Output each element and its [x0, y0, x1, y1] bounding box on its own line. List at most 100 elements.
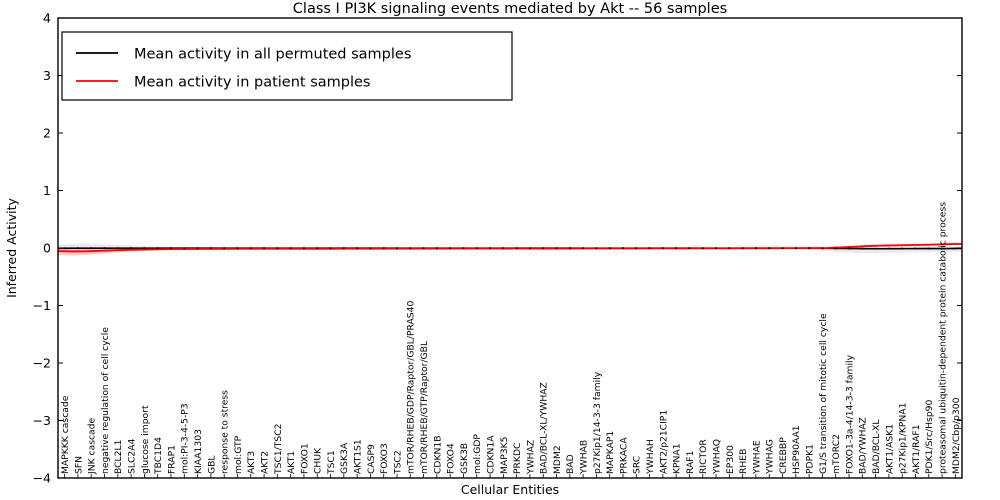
- data-point-marker: [435, 247, 438, 250]
- x-tick-label: AKT2: [259, 451, 270, 474]
- x-tick-label: SRC: [632, 456, 643, 474]
- x-tick-label: CDKN1A: [485, 435, 496, 474]
- x-tick-label: YWHAQ: [711, 439, 722, 475]
- x-tick-label: CASP9: [366, 444, 377, 474]
- y-axis: −4 −3 −2 −1 0 1 2 3 4 Inferred Activity: [4, 11, 962, 486]
- data-point-marker: [276, 247, 279, 250]
- data-lines: [57, 242, 963, 253]
- data-point-marker: [595, 247, 598, 250]
- y-tick-label: −1: [33, 298, 51, 313]
- x-tick-label: FOXO4: [446, 443, 457, 474]
- data-point-marker: [515, 247, 518, 250]
- data-point-marker: [143, 247, 146, 250]
- data-point-marker: [356, 247, 359, 250]
- x-tick-label: TSC2: [392, 450, 403, 475]
- data-point-marker: [156, 247, 159, 250]
- y-tick-label: 0: [43, 241, 51, 256]
- data-point-marker: [701, 247, 704, 250]
- x-tick-label: AKT2/p21CIP1: [658, 410, 669, 474]
- data-point-marker: [555, 247, 558, 250]
- data-point-marker: [648, 247, 651, 250]
- data-point-marker: [941, 247, 943, 250]
- x-tick-label: TSC1: [326, 450, 337, 475]
- x-tick-label: BAD/BCL-XL/YWHAZ: [539, 382, 550, 474]
- x-tick-label: GSK3A: [339, 442, 350, 474]
- x-tick-label: mTOR/RHEB/GDP/Raptor/GBL/PRAS40: [406, 301, 417, 474]
- x-tick-label: PRKACA: [618, 437, 629, 474]
- data-point-marker: [116, 247, 119, 250]
- data-point-marker: [715, 247, 717, 250]
- data-point-marker: [170, 247, 172, 250]
- x-tick-label: AKT1/RAF1: [911, 424, 922, 474]
- data-point-marker: [396, 247, 398, 250]
- data-point-marker: [927, 247, 930, 250]
- x-tick-label: SLC2A4: [127, 439, 138, 474]
- data-point-marker: [874, 247, 877, 250]
- data-point-marker: [303, 247, 305, 250]
- data-point-marker: [249, 247, 252, 250]
- data-point-marker: [289, 247, 292, 250]
- x-tick-label: AKT1/ASK1: [884, 424, 895, 474]
- data-point-marker: [688, 247, 691, 250]
- x-tick-label: BCL2L1: [113, 440, 124, 474]
- legend-label: Mean activity in patient samples: [134, 75, 370, 91]
- x-tick-label: EP300: [725, 445, 736, 474]
- data-point-marker: [502, 247, 505, 250]
- x-tick-label: FRAP1: [166, 445, 177, 474]
- data-point-marker: [130, 247, 133, 250]
- x-tick-label: mTOR/RHEB/GTP/Raptor/GBL: [419, 340, 430, 474]
- data-point-marker: [861, 247, 864, 250]
- x-tick-label: BAD/YWHAZ: [858, 417, 869, 474]
- x-tick-label: mol:PI-3-4-5-P3: [180, 403, 191, 474]
- x-tick-label: TSC1/TSC2: [273, 423, 284, 475]
- data-point-marker: [103, 247, 106, 250]
- x-tick-label: MDM2/Cbp/p300: [951, 397, 962, 474]
- data-point-marker: [901, 247, 904, 250]
- x-tick-label: GBL: [206, 455, 217, 474]
- y-tick-label: −4: [33, 471, 51, 486]
- y-tick-label: −3: [33, 413, 51, 428]
- y-tick-label: 1: [43, 183, 51, 198]
- x-tick-label: FOXO1-3a-4/14-3-3 family: [844, 354, 855, 474]
- x-tick-label: p27Kip1/14-3-3 family: [592, 371, 603, 474]
- x-tick-label: RHEB: [738, 449, 749, 474]
- data-point-marker: [542, 247, 545, 250]
- data-point-marker: [263, 247, 265, 250]
- data-point-marker: [409, 247, 412, 250]
- data-point-marker: [728, 247, 731, 250]
- x-tick-label: FOXO1: [299, 443, 310, 474]
- data-point-marker: [622, 247, 624, 250]
- data-point-marker: [834, 247, 837, 250]
- x-tick-label: BAD: [565, 454, 576, 474]
- data-point-marker: [462, 247, 465, 250]
- x-tick-label: AKT3: [246, 451, 257, 474]
- x-tick-label: AKT1S1: [353, 439, 364, 474]
- data-point-marker: [449, 247, 452, 250]
- data-point-marker: [954, 247, 957, 250]
- data-point-marker: [223, 247, 226, 250]
- x-tick-label: G1/S transition of mitotic cell cycle: [818, 313, 829, 474]
- data-point-marker: [183, 247, 186, 250]
- data-point-marker: [77, 247, 79, 250]
- x-tick-label: CHUK: [313, 447, 324, 474]
- data-point-marker: [661, 247, 664, 250]
- x-tick-label: response to stress: [220, 390, 231, 474]
- data-point-marker: [848, 247, 850, 250]
- chart-legend: Mean activity in all permuted samples Mea…: [61, 31, 513, 101]
- x-tick-label: PDPK1: [805, 444, 816, 474]
- data-point-marker: [529, 247, 531, 250]
- x-tick-label: MAP3K5: [499, 436, 510, 474]
- legend-box: [61, 31, 513, 101]
- x-tick-label: YWHAH: [645, 439, 656, 475]
- data-point-marker: [635, 247, 638, 250]
- data-point-marker: [316, 247, 319, 250]
- data-point-marker: [794, 247, 797, 250]
- data-point-marker: [755, 247, 757, 250]
- x-tick-label: RICTOR: [698, 439, 709, 474]
- data-point-marker: [821, 247, 824, 250]
- x-tick-label: AKT1: [286, 451, 297, 474]
- data-point-marker: [675, 247, 678, 250]
- data-point-marker: [741, 247, 744, 250]
- data-point-marker: [196, 247, 199, 250]
